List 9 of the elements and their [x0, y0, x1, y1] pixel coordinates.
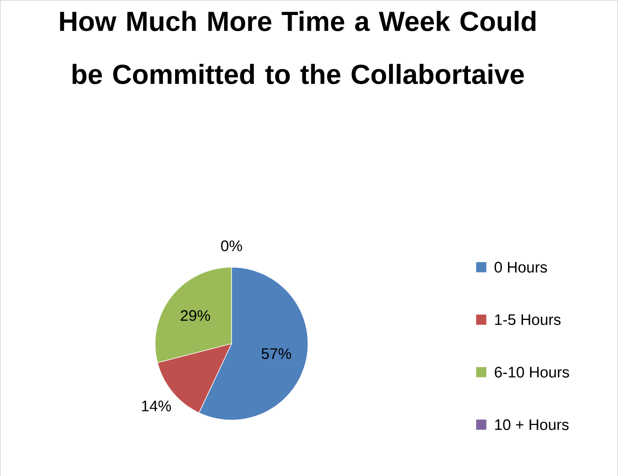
text: 0%	[221, 240, 242, 252]
data-label: 29%	[180, 310, 210, 321]
chart-title: How Much More Time a Week Could be Committed to the Collabortaive	[60, 10, 536, 84]
legend-label: 6-10 Hours	[494, 366, 570, 378]
data-label: 14%	[142, 400, 171, 412]
legend-label: 10 + Hours	[495, 419, 569, 430]
data-label: 57%	[262, 348, 292, 359]
legend-label: 1-5 Hours	[495, 314, 561, 325]
legend-label: 0 Hours	[494, 262, 547, 272]
